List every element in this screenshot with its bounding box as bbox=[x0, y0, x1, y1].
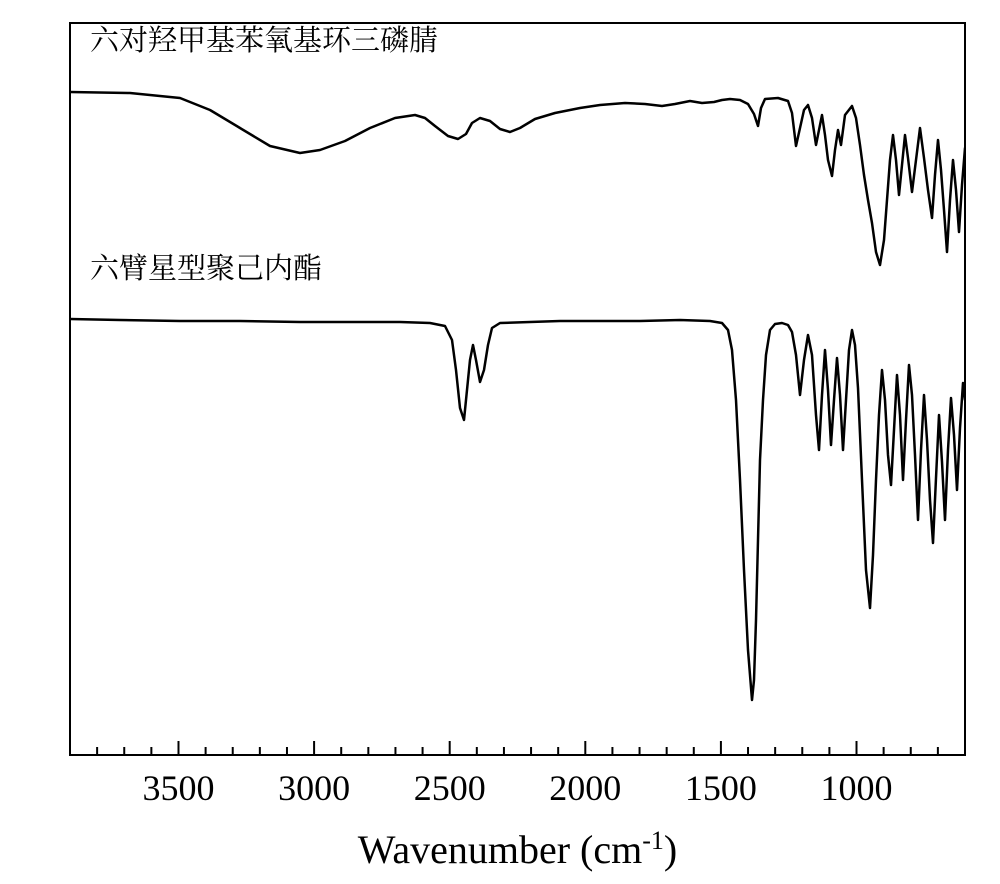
x-tick-label: 2500 bbox=[414, 768, 486, 808]
x-tick-label: 3500 bbox=[142, 768, 214, 808]
x-tick-label: 1000 bbox=[821, 768, 893, 808]
series-label-1: 六臂星型聚己内酯 bbox=[90, 246, 322, 287]
ir-spectrum-chart: 3500 3000 2500 2000 1500 1000 Wavenumber (cm-1… bbox=[0, 0, 1000, 884]
x-tick-label: 3000 bbox=[278, 768, 350, 808]
x-tick-label: 2000 bbox=[549, 768, 621, 808]
series-label-0: 六对羟甲基苯氧基环三磷腈 bbox=[90, 18, 438, 59]
x-tick-label: 1500 bbox=[685, 768, 757, 808]
x-axis-label: Wavenumber (cm-1) bbox=[358, 826, 677, 872]
